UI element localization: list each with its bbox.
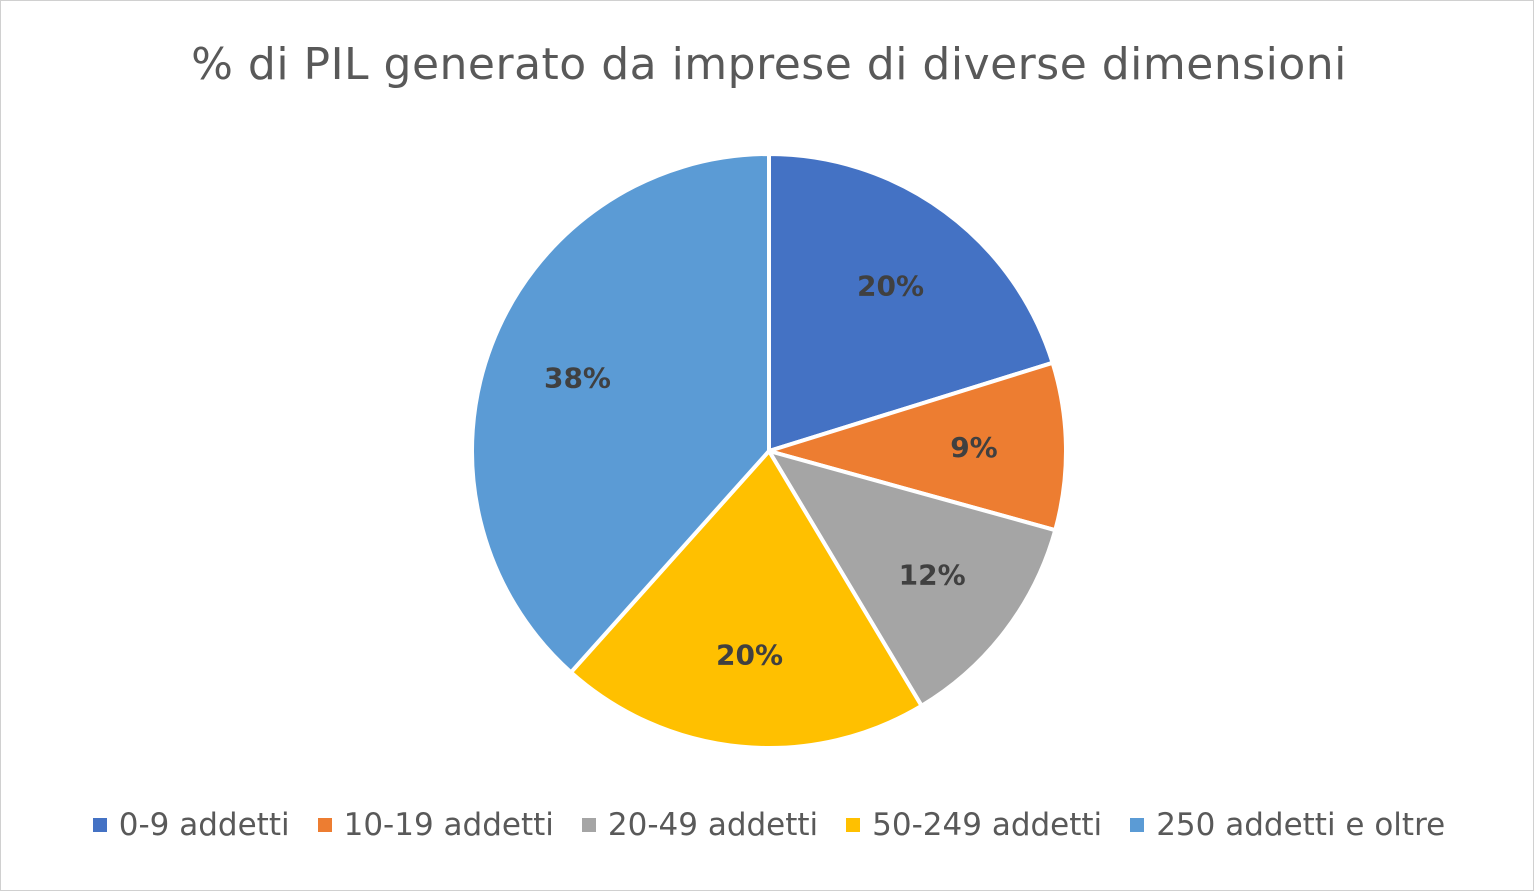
pie-slice-20-49-addetti (767, 449, 1058, 708)
legend-item: 20-49 addetti (581, 807, 819, 843)
legend-item: 0-9 addetti (92, 807, 290, 843)
legend-item: 250 addetti e oltre (1130, 807, 1445, 843)
legend-label: 10-19 addetti (343, 807, 554, 843)
legend-label: 20-49 addetti (607, 807, 819, 843)
data-label: 12% (899, 559, 966, 592)
data-label: 9% (950, 431, 998, 464)
pie-slice-250-addetti-e-oltre (470, 152, 771, 675)
legend-swatch (846, 818, 861, 832)
legend-swatch (317, 818, 332, 832)
legend-label: 0-9 addetti (118, 807, 290, 843)
pie-slice-50-249-addetti (568, 449, 924, 750)
legend-swatch (92, 818, 107, 832)
data-label: 20% (716, 639, 783, 672)
legend-swatch (1130, 818, 1145, 832)
pie-slice-10-19-addetti (767, 360, 1068, 533)
legend-swatch (581, 818, 596, 832)
chart-title: % di PIL generato da imprese di diverse … (191, 39, 1347, 90)
legend-label: 250 addetti e oltre (1156, 807, 1446, 843)
pie-slice-0-9-addetti (767, 152, 1055, 453)
data-label: 20% (857, 269, 924, 302)
legend-item: 10-19 addetti (317, 807, 554, 843)
data-label: 38% (544, 361, 611, 394)
legend-item: 50-249 addetti (846, 807, 1102, 843)
legend-label: 50-249 addetti (872, 807, 1103, 843)
legend: 0-9 addetti 10-19 addetti 20-49 addetti 50-… (1, 807, 1536, 843)
